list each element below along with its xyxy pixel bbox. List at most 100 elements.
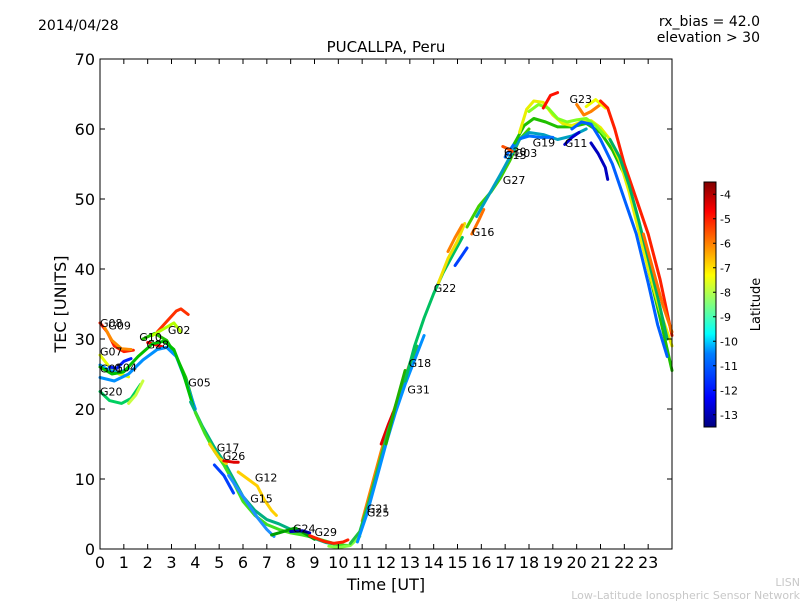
- x-tick-label: 17: [495, 553, 515, 572]
- x-tick-label: 0: [95, 553, 105, 572]
- colorbar-tick-label: -6: [720, 237, 731, 250]
- series-g20b: [127, 379, 145, 405]
- x-tick-label: 15: [447, 553, 467, 572]
- series-g24: [270, 526, 316, 541]
- y-axis-label: TEC [UNITS]: [51, 256, 70, 354]
- x-tick-label: 3: [166, 553, 176, 572]
- colorbar-tick-label: -8: [720, 286, 731, 299]
- sat-label-g18: G18: [409, 357, 432, 370]
- x-tick-label: 8: [286, 553, 296, 572]
- y-tick-label: 30: [75, 330, 95, 349]
- credit-lisn: LISN: [775, 576, 800, 589]
- series-g02b: [150, 321, 183, 337]
- x-tick-label: 2: [143, 553, 153, 572]
- sat-label-g03: G03: [515, 147, 538, 160]
- series-g23: [541, 91, 560, 110]
- x-tick-label: 1: [119, 553, 129, 572]
- x-tick-label: 20: [566, 553, 586, 572]
- sat-label-g19: G19: [533, 136, 556, 149]
- y-tick-label: 60: [75, 120, 95, 139]
- x-tick-label: 5: [214, 553, 224, 572]
- series-g20: [98, 383, 142, 405]
- x-tick-label: 21: [590, 553, 610, 572]
- colorbar-tick-label: -10: [720, 335, 738, 348]
- sat-label-g23: G23: [570, 93, 593, 106]
- x-tick-label: 6: [238, 553, 248, 572]
- series-g11c: [589, 141, 610, 181]
- x-tick-label: 19: [543, 553, 563, 572]
- x-tick-label: 11: [352, 553, 372, 572]
- sat-label-g29: G29: [315, 526, 338, 539]
- x-tick-label: 22: [614, 553, 634, 572]
- series-g23b: [575, 103, 602, 117]
- colorbar-label: Latitude: [749, 278, 764, 332]
- sat-label-g22: G22: [434, 282, 457, 295]
- series-g16b: [453, 246, 469, 267]
- x-tick-label: 4: [190, 553, 200, 572]
- sat-label-g20: G20: [100, 386, 123, 399]
- series-g26r: [222, 459, 240, 464]
- series-g18: [384, 369, 407, 446]
- colorbar-tick-label: -4: [720, 188, 731, 201]
- x-tick-label: 9: [309, 553, 319, 572]
- sat-label-g15: G15: [250, 493, 273, 506]
- colorbar-tick-label: -9: [720, 311, 731, 324]
- series-g13: [503, 134, 555, 159]
- chart-title: PUCALLPA, Peru: [326, 38, 446, 56]
- axes: 0 1 2 3 4 5 6 7 8 9 10 11 12 13 14 15 16 17 18 19 20 21 22 2301…: [51, 50, 673, 594]
- series-g24b: [289, 529, 312, 535]
- y-tick-label: 40: [75, 260, 95, 279]
- series-g12: [236, 470, 278, 517]
- y-tick-label: 10: [75, 470, 95, 489]
- series-g05b: [98, 339, 195, 407]
- y-tick-label: 70: [75, 50, 95, 69]
- series-g22o: [446, 223, 464, 253]
- colorbar-tick-label: -13: [720, 409, 738, 422]
- date-label: 2014/04/28: [38, 18, 119, 34]
- sat-label-g27: G27: [503, 174, 526, 187]
- credits: LISN Low-Latitude Ionospheric Sensor Net…: [571, 576, 800, 602]
- y-tick-label: 0: [85, 540, 95, 559]
- series-g15: [227, 474, 276, 538]
- bias-info: rx_bias = 42.0 elevation > 30: [657, 14, 760, 46]
- series-g22y: [436, 222, 467, 285]
- plot-frame: [99, 58, 673, 550]
- series-g11b: [570, 120, 669, 358]
- sat-label-g24: G24: [293, 523, 316, 536]
- sat-label-g17: G17: [217, 442, 240, 455]
- x-tick-label: 16: [471, 553, 491, 572]
- series-g19b: [527, 103, 607, 138]
- colorbar-tick-label: -11: [720, 360, 738, 373]
- series-g03: [513, 117, 674, 372]
- sat-label-g12: G12: [255, 472, 278, 485]
- series-g23r: [599, 99, 674, 337]
- x-axis-label: Time [UT]: [346, 575, 425, 594]
- sat-label-g10: G10: [139, 331, 162, 344]
- sat-label-g01: G01: [100, 362, 123, 375]
- series-g22: [403, 236, 464, 383]
- sat-label-g26: G26: [223, 450, 246, 463]
- series-g29b: [327, 534, 362, 550]
- rx-bias-label: rx_bias = 42.0: [658, 14, 760, 30]
- sat-label-g28: G28: [147, 339, 170, 352]
- sat-label-g25: G25: [367, 507, 390, 520]
- sat-label-g21: G21: [367, 502, 390, 515]
- sat-label-g02: G02: [168, 324, 191, 337]
- series-g16: [470, 208, 486, 236]
- series-g23g: [608, 138, 669, 341]
- x-tick-label: 18: [519, 553, 539, 572]
- credit-network: Low-Latitude Ionospheric Sensor Network: [571, 589, 800, 602]
- sat-label-g07: G07: [100, 346, 123, 359]
- x-tick-label: 13: [400, 553, 420, 572]
- colorbar-tick-label: -7: [720, 262, 731, 275]
- elevation-label: elevation > 30: [656, 30, 760, 46]
- x-tick-label: 23: [638, 553, 658, 572]
- sat-label-g30: G30: [504, 145, 527, 158]
- y-tick-label: 50: [75, 190, 95, 209]
- sat-label-g11: G11: [565, 137, 588, 150]
- x-tick-label: 12: [376, 553, 396, 572]
- colorbar: -4 -5 -6 -7 -8 -9 -10 -11 -12 -13 Latitude: [703, 181, 764, 428]
- sat-label-g13: G13: [504, 149, 527, 162]
- series-g23c: [584, 98, 607, 110]
